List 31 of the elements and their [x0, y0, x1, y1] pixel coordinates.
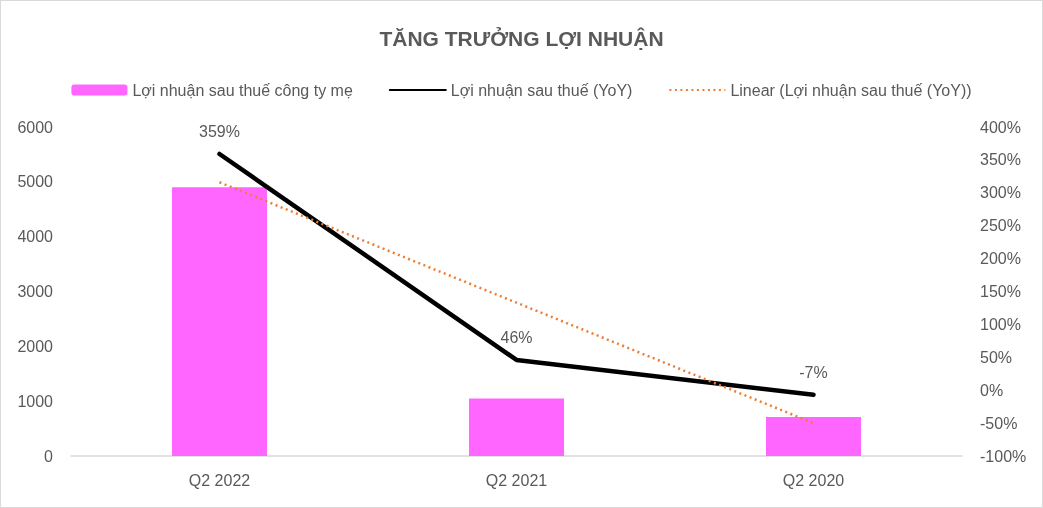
y2-tick-label: -100% [980, 447, 1027, 465]
legend-label: Lợi nhuận sau thuế (YoY) [450, 81, 633, 99]
chart-title: TĂNG TRƯỞNG LỢI NHUẬN [379, 27, 664, 50]
y2-tick-label: 250% [980, 217, 1021, 235]
y2-tick-label: 200% [980, 250, 1021, 268]
legend-label: Lợi nhuận sau thuế công ty mẹ [132, 81, 353, 99]
x-tick-label: Q2 2022 [188, 471, 251, 489]
x-tick-label: Q2 2020 [782, 471, 845, 489]
y-tick-label: 0 [44, 447, 54, 465]
x-tick-label: Q2 2021 [485, 471, 548, 489]
data-label: 359% [199, 123, 240, 141]
y-tick-label: 3000 [17, 283, 54, 300]
data-label: 46% [500, 329, 533, 347]
y-tick-label: 1000 [17, 392, 54, 410]
y2-tick-label: 400% [980, 118, 1021, 136]
y2-tick-label: 350% [980, 151, 1021, 169]
y2-tick-label: 0% [980, 381, 1004, 399]
y2-tick-label: 100% [980, 315, 1021, 333]
bar [765, 417, 862, 456]
y2-tick-label: -50% [980, 414, 1018, 432]
y-tick-label: 2000 [17, 337, 54, 355]
bar [171, 187, 268, 456]
y2-tick-label: 50% [980, 348, 1013, 366]
data-label: -7% [799, 364, 828, 382]
legend-label: Linear (Lợi nhuận sau thuế (YoY)) [730, 81, 972, 99]
y2-tick-label: 300% [980, 184, 1021, 202]
y2-tick-label: 150% [980, 283, 1021, 300]
y-tick-label: 6000 [17, 118, 54, 136]
y-tick-label: 5000 [17, 173, 54, 191]
bar [468, 398, 565, 456]
y-tick-label: 4000 [17, 228, 54, 246]
